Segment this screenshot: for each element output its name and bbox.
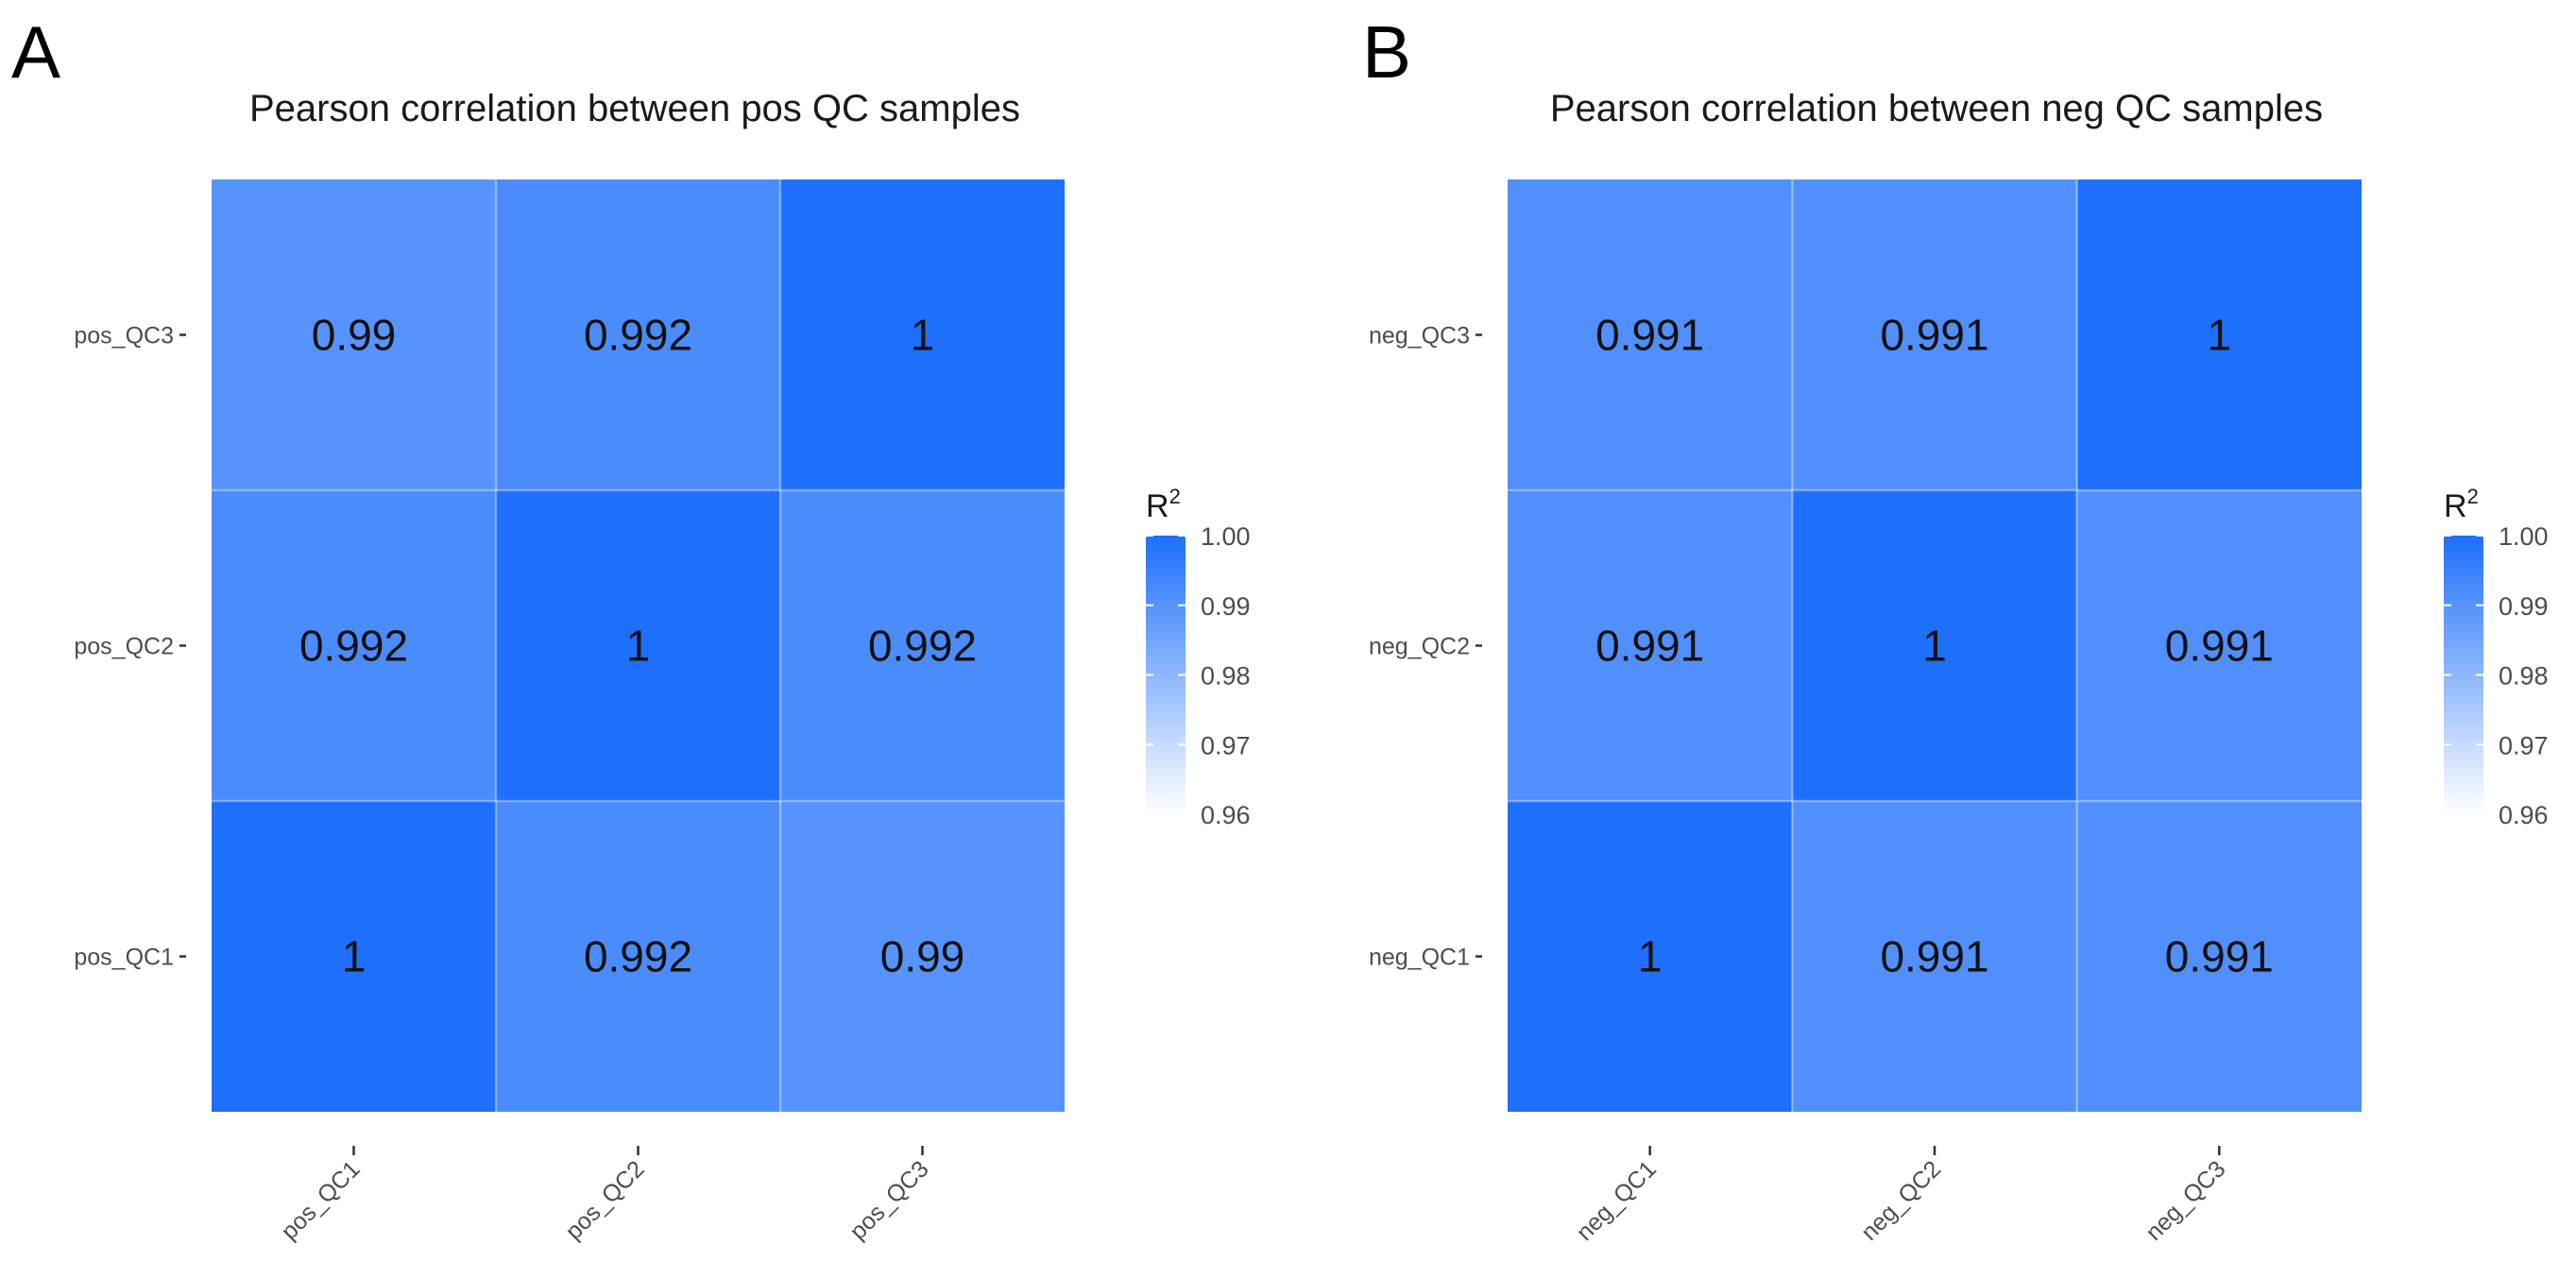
cell-value-label: 0.992 — [584, 311, 692, 360]
cell-value-label: 0.992 — [299, 622, 408, 671]
cell-value-label: 1 — [342, 932, 367, 981]
heatmap-cell — [212, 490, 496, 801]
legend-tick-label: 0.96 — [2499, 801, 2549, 829]
cell-value-label: 1 — [1922, 622, 1947, 671]
y-tick-label: pos_QC1 — [74, 945, 174, 971]
heatmap-cell — [1508, 490, 1793, 801]
cell-value-label: 1 — [1638, 932, 1663, 981]
heatmap-cell — [780, 179, 1065, 490]
cell-value-label: 0.992 — [584, 932, 692, 981]
legend-colorbar — [1146, 536, 1186, 814]
panel-a: A Pearson correlation between pos QC sam… — [11, 10, 1251, 1245]
cell-value-label: 0.991 — [1595, 311, 1704, 360]
heatmap-cell — [496, 179, 780, 490]
cell-value-label: 0.991 — [1595, 622, 1704, 671]
y-tick-label: neg_QC3 — [1369, 323, 1470, 350]
legend-tick-label: 1.00 — [1201, 522, 1251, 551]
cell-value-label: 0.99 — [312, 311, 397, 360]
legend-tick-label: 0.99 — [2499, 592, 2549, 621]
cell-value-label: 0.991 — [2165, 622, 2274, 671]
heatmap-cell — [1792, 179, 2077, 490]
heatmap-cell — [2076, 179, 2362, 490]
x-tick-label: neg_QC3 — [2141, 1155, 2230, 1245]
legend-a: R2 1.00 0.99 0.98 0.97 0.96 — [1146, 485, 1251, 829]
y-tick-label: neg_QC1 — [1369, 945, 1470, 971]
legend-tick-label: 1.00 — [2499, 522, 2549, 551]
x-tick-label: neg_QC2 — [1856, 1155, 1946, 1245]
cell-value-label: 1 — [2208, 311, 2232, 360]
heatmap-cell — [1792, 490, 2077, 801]
heatmap-cell — [780, 490, 1065, 801]
y-tick-label: pos_QC3 — [74, 323, 174, 350]
cell-value-label: 1 — [911, 311, 935, 360]
cell-value-label: 0.991 — [1880, 932, 1988, 981]
legend-tick-label: 0.97 — [2499, 731, 2549, 759]
cell-value-label: 1 — [626, 622, 651, 671]
y-tick-label: pos_QC2 — [74, 634, 174, 660]
legend-title: R2 — [1146, 485, 1181, 524]
cell-value-label: 0.99 — [880, 932, 965, 981]
heatmap-cell — [2076, 490, 2362, 801]
heatmap-cell — [496, 801, 780, 1112]
cell-value-label: 0.991 — [2165, 932, 2274, 981]
heatmap-cell — [1508, 179, 1793, 490]
x-tick-label: pos_QC3 — [844, 1155, 933, 1244]
panel-b: B Pearson correlation between neg QC sam… — [1362, 10, 2549, 1246]
legend-tick-label: 0.99 — [1201, 592, 1251, 621]
legend-tick-label: 0.98 — [1201, 662, 1251, 691]
panel-letter-a: A — [11, 10, 60, 94]
chart-title-a: Pearson correlation between pos QC sampl… — [249, 88, 1020, 129]
heatmap-cell — [780, 801, 1065, 1112]
legend-tick-label: 0.97 — [1201, 731, 1251, 759]
heatmap-cell — [1508, 801, 1793, 1112]
panel-letter-b: B — [1362, 10, 1411, 94]
legend-tick-label: 0.98 — [2499, 662, 2549, 691]
heatmap-cell — [212, 179, 496, 490]
heatmap-cell — [212, 801, 496, 1112]
x-tick-label: neg_QC1 — [1571, 1155, 1661, 1245]
heatmap-cell — [1792, 801, 2077, 1112]
legend-title: R2 — [2444, 485, 2479, 524]
y-tick-label: neg_QC2 — [1369, 634, 1470, 660]
cell-value-label: 0.991 — [1880, 311, 1988, 360]
legend-tick-label: 0.96 — [1201, 801, 1251, 829]
x-tick-label: pos_QC2 — [560, 1155, 649, 1244]
legend-colorbar — [2444, 536, 2483, 814]
legend-b: R2 1.00 0.99 0.98 0.97 0.96 — [2444, 485, 2549, 829]
x-tick-label: pos_QC1 — [276, 1155, 365, 1244]
heatmap-b: 1 0.991 0.991 0.991 1 0.991 0.991 0.991 1 neg_QC1… — [1369, 179, 2362, 1246]
heatmap-cell — [496, 490, 780, 801]
chart-title-b: Pearson correlation between neg QC sampl… — [1550, 88, 2323, 129]
cell-value-label: 0.992 — [868, 622, 977, 671]
heatmap-cell — [2076, 801, 2362, 1112]
